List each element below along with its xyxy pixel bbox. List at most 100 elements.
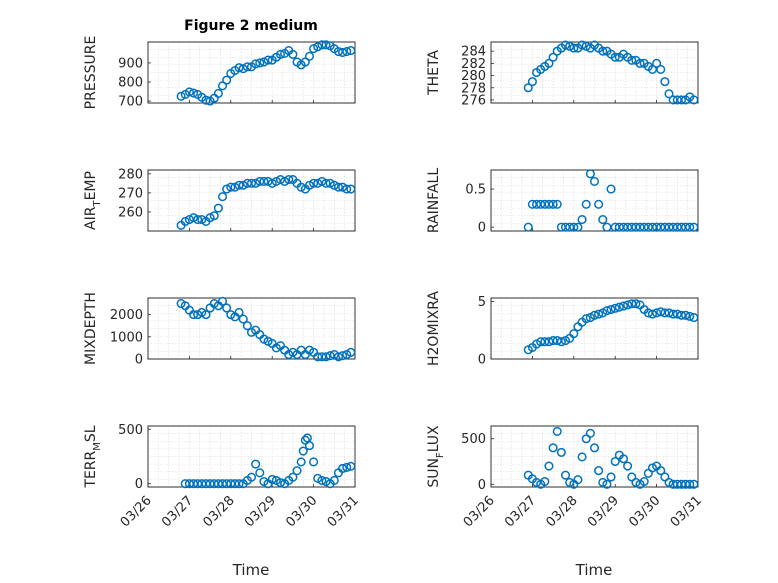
data-point xyxy=(304,180,315,190)
data-point xyxy=(556,337,566,347)
data-point xyxy=(598,477,608,487)
x-tick-label: 03/30 xyxy=(626,493,663,530)
data-point xyxy=(217,296,228,306)
data-point xyxy=(304,441,315,451)
data-point xyxy=(222,75,232,85)
data-point xyxy=(309,457,319,467)
data-point xyxy=(523,83,533,93)
subplot-rainfall: 0 0.5 RAINFALL xyxy=(426,168,699,236)
data-point xyxy=(623,300,633,310)
data-point xyxy=(213,203,223,213)
data-point xyxy=(288,472,298,482)
x-tick-label: 03/29 xyxy=(585,493,622,530)
subplot-air_temp: 260 270 280 AIRTEMP xyxy=(83,167,356,232)
data-point xyxy=(188,88,199,98)
data-point xyxy=(610,52,620,62)
data-point xyxy=(217,192,228,202)
data-point xyxy=(288,49,298,59)
data-point xyxy=(689,95,699,105)
data-point xyxy=(610,303,620,313)
data-point xyxy=(234,180,244,190)
subplot-h2omixra: 0 5 H2OMIXRA xyxy=(426,291,699,368)
data-point xyxy=(581,199,591,209)
y-tick-label: 0 xyxy=(478,478,486,493)
data-point xyxy=(689,222,699,232)
axes-box xyxy=(490,425,699,488)
data-point xyxy=(292,466,302,476)
x-tick-label: 03/27 xyxy=(502,493,539,530)
y-tick-label: 278 xyxy=(461,81,486,96)
data-point xyxy=(581,41,591,51)
data-point xyxy=(176,91,186,101)
axes-box xyxy=(490,41,699,104)
data-point xyxy=(338,463,348,474)
data-point xyxy=(610,456,620,467)
data-point xyxy=(569,329,579,339)
data-point xyxy=(618,454,629,464)
data-point xyxy=(569,222,579,232)
data-point xyxy=(213,88,223,99)
data-point xyxy=(565,477,575,487)
data-point xyxy=(298,446,308,456)
data-point xyxy=(259,57,269,67)
data-point xyxy=(681,310,691,320)
data-point xyxy=(664,477,674,487)
data-point xyxy=(676,310,686,320)
data-point xyxy=(585,428,595,438)
data-point xyxy=(689,313,699,323)
data-point xyxy=(329,180,339,190)
data-point xyxy=(342,184,352,194)
data-point xyxy=(317,475,327,486)
x-tick-label: 03/26 xyxy=(461,493,498,530)
data-point xyxy=(685,311,695,321)
data-point xyxy=(540,337,550,347)
data-point xyxy=(338,47,348,58)
data-point xyxy=(180,216,190,227)
data-point xyxy=(527,77,537,87)
data-point xyxy=(251,59,261,69)
data-point xyxy=(573,475,583,485)
data-point xyxy=(606,472,616,482)
y-tick-label: 280 xyxy=(118,167,143,182)
y-tick-label: 500 xyxy=(118,423,143,438)
data-point xyxy=(664,308,674,318)
data-point xyxy=(321,352,331,362)
data-point xyxy=(594,309,604,319)
data-point xyxy=(606,184,616,194)
data-point xyxy=(317,176,327,186)
data-point xyxy=(201,95,211,105)
data-point xyxy=(523,222,533,232)
data-point xyxy=(577,40,587,50)
data-point xyxy=(234,479,244,489)
data-point xyxy=(300,57,310,67)
data-point xyxy=(317,352,327,362)
data-point xyxy=(234,307,244,317)
x-tick-label: 03/30 xyxy=(283,493,320,530)
data-point xyxy=(242,62,252,72)
subplot-sun_flux: 0 500 03/26 03/27 03/28 03/29 03/30 03/31 SUNFLU… xyxy=(426,425,705,530)
data-point xyxy=(660,308,670,318)
data-point xyxy=(569,43,579,53)
data-point xyxy=(548,443,558,453)
data-point xyxy=(598,46,608,56)
data-point xyxy=(267,178,277,188)
data-point xyxy=(238,180,248,190)
data-point xyxy=(618,301,629,311)
data-point xyxy=(222,184,232,194)
data-point xyxy=(251,178,261,188)
x-tick-label: 03/31 xyxy=(325,493,362,530)
data-point xyxy=(676,95,686,105)
data-point xyxy=(606,304,616,315)
data-point xyxy=(325,178,335,188)
data-point xyxy=(280,176,290,186)
y-tick-label: 2000 xyxy=(110,308,143,323)
y-tick-label: 500 xyxy=(461,432,486,447)
data-point xyxy=(342,462,352,472)
y-tick-label: 700 xyxy=(118,95,143,110)
data-point xyxy=(540,476,550,487)
data-point xyxy=(664,89,674,99)
data-point xyxy=(656,466,666,476)
data-point xyxy=(668,309,678,319)
data-point xyxy=(188,213,199,223)
